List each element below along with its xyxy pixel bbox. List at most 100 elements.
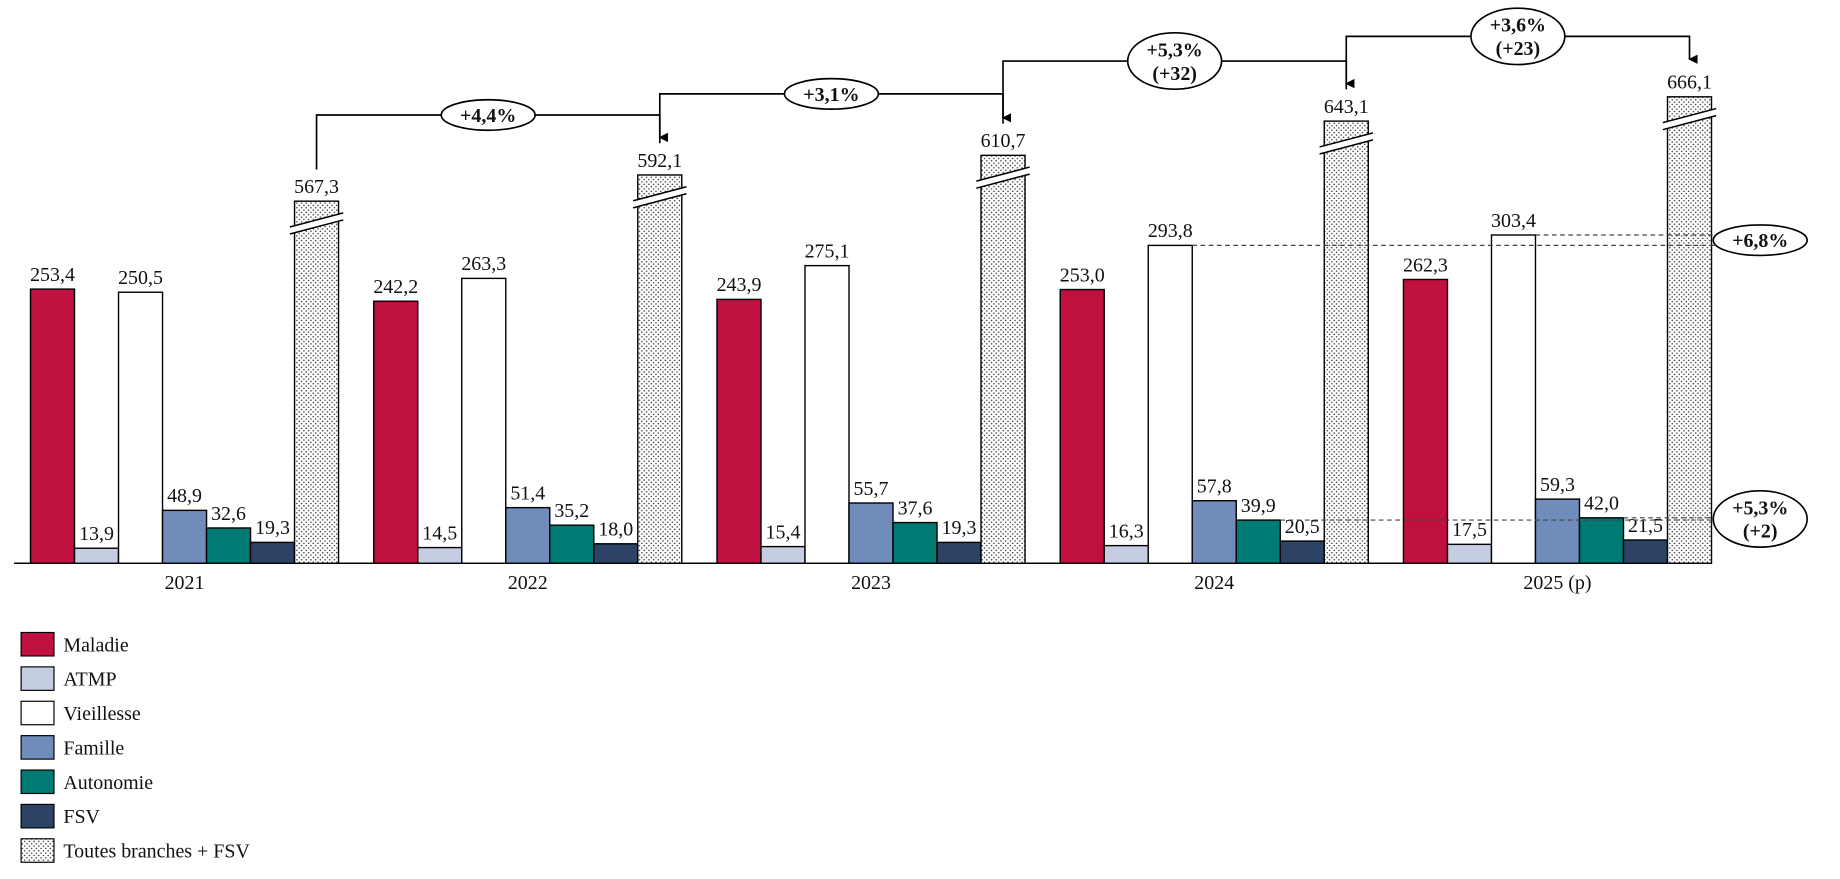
legend-swatch: [20, 735, 55, 760]
value-label: 303,4: [1491, 210, 1536, 232]
annotation-text: +4,4%: [460, 105, 516, 127]
value-label: 610,7: [981, 130, 1026, 152]
annotation-text: +5,3%: [1147, 39, 1203, 61]
bar: [1191, 500, 1237, 564]
value-label: 55,7: [854, 478, 889, 500]
legend-swatch: [20, 803, 55, 829]
value-label: 14,5: [422, 522, 457, 544]
value-label: 15,4: [766, 521, 801, 543]
legend-swatch: [20, 838, 55, 863]
axis-break: [1662, 108, 1717, 130]
bar: [461, 277, 507, 564]
legend-label: FSV: [63, 806, 100, 828]
annotation-bubble: [440, 98, 536, 132]
x-tick-label: 2022: [508, 572, 548, 594]
value-label: 57,8: [1197, 476, 1232, 498]
bar: [593, 543, 639, 564]
bar: [161, 509, 208, 564]
bar: [505, 506, 551, 564]
bar: [1147, 244, 1193, 564]
annotation-bubble: [1712, 489, 1808, 548]
bar: [637, 174, 683, 564]
value-label: 48,9: [167, 485, 202, 507]
value-label: 17,5: [1452, 519, 1487, 541]
axis-break: [976, 167, 1030, 189]
bar: [716, 298, 762, 564]
value-label: 19,3: [255, 517, 290, 539]
axis-break: [976, 166, 1030, 182]
value-label: 263,3: [461, 253, 506, 275]
legend-label: Famille: [63, 737, 124, 759]
annotation-bubble: [1712, 224, 1808, 257]
bar: [1622, 539, 1669, 564]
axis-break: [632, 185, 687, 202]
axis-break: [1319, 139, 1374, 155]
axis-break: [1662, 114, 1717, 131]
legend-label: Autonomie: [63, 772, 153, 794]
bar: [549, 524, 595, 564]
bar: [1534, 498, 1581, 564]
axis-break: [289, 212, 344, 228]
bar: [29, 288, 76, 564]
legend-swatch: [20, 769, 55, 795]
bar: [1235, 519, 1281, 564]
bar: [892, 521, 938, 564]
value-label: 16,3: [1109, 520, 1144, 542]
annotation-text: +3,1%: [803, 84, 859, 106]
bar: [1666, 96, 1713, 564]
value-label: 262,3: [1403, 254, 1448, 276]
legend-label: Toutes branches + FSV: [63, 841, 250, 863]
bar: [117, 291, 164, 564]
bar: [205, 527, 252, 564]
value-label: 18,0: [598, 519, 633, 541]
value-label: 243,9: [717, 274, 762, 296]
axis-break: [1662, 107, 1717, 124]
annotation-text: +3,6%: [1490, 15, 1546, 37]
value-label: 42,0: [1584, 493, 1619, 515]
value-label: 250,5: [118, 267, 163, 289]
legend-label: ATMP: [63, 669, 116, 691]
legend-swatch: [20, 700, 55, 726]
annotation-bubble: [1126, 32, 1223, 91]
value-label: 20,5: [1285, 516, 1320, 538]
value-label: 242,2: [373, 276, 418, 298]
axis-break: [289, 212, 344, 235]
legend-label: Vieillesse: [63, 703, 141, 725]
value-label: 13,9: [79, 523, 114, 545]
bar: [417, 546, 463, 564]
x-tick-label: 2025 (p): [1523, 572, 1591, 594]
bar: [1103, 544, 1149, 564]
x-tick-label: 2024: [1194, 572, 1234, 594]
axis-break: [976, 173, 1030, 189]
bar: [249, 541, 296, 564]
bar: [1323, 120, 1369, 564]
annotation-text: +6,8%: [1732, 230, 1788, 252]
bar: [804, 264, 850, 564]
bar: [1578, 517, 1625, 564]
value-label: 59,3: [1540, 474, 1575, 496]
value-label: 592,1: [637, 150, 682, 172]
bar: [1446, 543, 1493, 564]
value-label: 19,3: [942, 517, 977, 539]
bar: [936, 541, 982, 564]
legend-label: Maladie: [63, 634, 128, 656]
bar: [1402, 278, 1449, 564]
bar: [293, 200, 340, 564]
value-label: 35,2: [554, 500, 589, 522]
legend-swatch: [20, 666, 55, 691]
bar: [1059, 288, 1105, 564]
axis-break: [1319, 132, 1373, 154]
value-label: 567,3: [294, 176, 339, 198]
value-label: 37,6: [898, 497, 933, 519]
bar: [980, 154, 1026, 564]
bar: [760, 545, 806, 564]
bar: [373, 300, 419, 564]
axis-break: [633, 186, 687, 208]
axis-break: [632, 193, 687, 209]
value-label: 39,9: [1241, 495, 1276, 517]
annotation-text: (+23): [1496, 38, 1541, 60]
bar: [1490, 234, 1537, 564]
value-label: 51,4: [510, 482, 545, 504]
value-label: 253,0: [1060, 264, 1105, 286]
